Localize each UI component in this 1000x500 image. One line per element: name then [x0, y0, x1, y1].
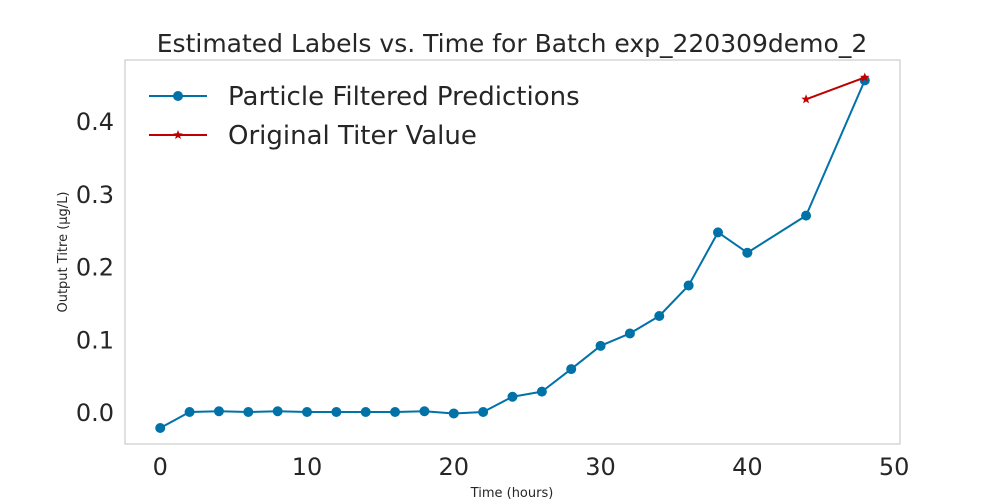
y-tick-label: 0.0 [76, 399, 114, 427]
y-axis-ticks: 0.0 0.1 0.2 0.3 0.4 [76, 108, 114, 427]
legend-marker [173, 130, 183, 140]
data-point [360, 407, 371, 417]
data-point [155, 423, 166, 433]
data-point [184, 407, 195, 417]
legend-label: Original Titer Value [228, 121, 477, 151]
x-tick-label: 50 [879, 453, 910, 481]
y-axis-label: Output Titre (µg/L) [56, 191, 71, 312]
data-point [860, 72, 870, 82]
series-1 [801, 72, 870, 104]
x-tick-label: 20 [439, 453, 470, 481]
data-point [801, 210, 812, 221]
plot-frame [124, 59, 901, 445]
legend-item: Particle Filtered Predictions [149, 82, 580, 112]
data-point [302, 407, 313, 417]
y-tick-label: 0.4 [76, 108, 114, 136]
data-point [331, 407, 342, 417]
x-tick-label: 10 [292, 453, 323, 481]
data-point [478, 407, 489, 417]
data-point [624, 328, 635, 339]
y-tick-label: 0.2 [76, 254, 114, 282]
series-layer [155, 72, 870, 433]
series-line [805, 76, 866, 101]
data-point [272, 406, 283, 417]
x-axis-label: Time (hours) [470, 486, 554, 500]
data-point [419, 406, 430, 417]
legend-marker [173, 91, 183, 101]
data-point [390, 407, 401, 417]
x-tick-label: 40 [732, 453, 763, 481]
data-point [566, 364, 577, 375]
data-point [683, 280, 694, 291]
legend-label: Particle Filtered Predictions [228, 82, 580, 112]
y-tick-label: 0.3 [76, 181, 114, 209]
data-point [213, 406, 224, 417]
data-point [595, 340, 606, 351]
data-point [507, 391, 518, 402]
chart-title: Estimated Labels vs. Time for Batch exp_… [157, 29, 867, 58]
data-point [801, 94, 811, 104]
legend: Particle Filtered Predictions Original Ti… [149, 82, 580, 151]
series-0 [155, 75, 870, 433]
data-point [243, 407, 254, 417]
x-axis-ticks: 0 10 20 30 40 50 [153, 453, 910, 481]
data-point [536, 386, 547, 397]
x-tick-label: 30 [585, 453, 616, 481]
data-point [654, 311, 665, 321]
data-point [448, 408, 459, 419]
legend-item: Original Titer Value [149, 121, 477, 151]
y-tick-label: 0.1 [76, 326, 114, 354]
x-tick-label: 0 [153, 453, 168, 481]
data-point [742, 247, 753, 258]
data-point [712, 227, 723, 238]
